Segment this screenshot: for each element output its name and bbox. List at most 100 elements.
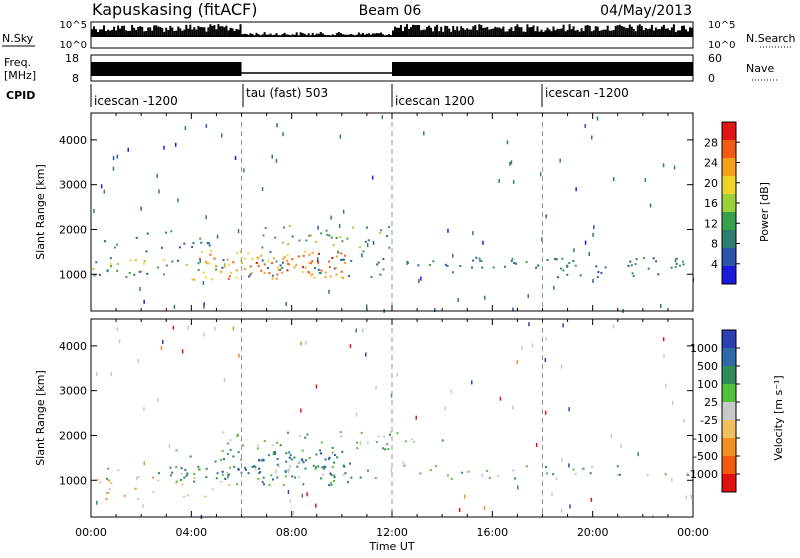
echo-cell (630, 264, 633, 267)
echo-cell (305, 239, 308, 242)
echo-cell (308, 234, 311, 237)
power-echoes (92, 115, 695, 313)
nsky-sample (560, 28, 563, 37)
nsky-sample (494, 26, 497, 37)
echo-cell (467, 470, 470, 473)
echo-cell (199, 237, 202, 240)
echo-cell (261, 187, 264, 192)
echo-cell (301, 493, 304, 498)
echo-cell (341, 258, 344, 261)
nsky-sample (608, 30, 611, 37)
echo-cell (253, 464, 256, 467)
echo-cell (206, 242, 209, 245)
echo-cell (257, 257, 260, 260)
echo-cell (116, 327, 119, 332)
nsky-sample (683, 25, 685, 37)
echo-cell (221, 470, 224, 473)
colorbar-tick-label: -100 (693, 432, 718, 445)
colorbar-tick-label: 28 (704, 136, 718, 149)
echo-cell (568, 463, 570, 468)
colorbar-swatch (722, 266, 736, 285)
echo-cell (328, 289, 330, 294)
nsky-sample (654, 27, 657, 37)
y-tick-label: 2000 (59, 429, 87, 442)
echo-cell (317, 225, 319, 230)
echo-cell (479, 259, 482, 262)
echo-cell (446, 265, 449, 267)
echo-cell (365, 352, 367, 357)
echo-cell (683, 419, 685, 423)
echo-cell (139, 287, 141, 291)
echo-cell (367, 239, 370, 242)
echo-cell (112, 156, 115, 161)
echo-cell (287, 262, 290, 265)
nsky-sample (167, 30, 170, 37)
echo-cell (309, 234, 312, 237)
echo-cell (356, 441, 358, 444)
echo-cell (136, 476, 138, 481)
echo-cell (315, 503, 317, 508)
echo-cell (324, 465, 327, 468)
echo-cell (511, 257, 514, 260)
echo-cell (330, 215, 332, 220)
echo-cell (374, 477, 377, 480)
echo-cell (388, 433, 391, 436)
nsky-sample (458, 30, 461, 37)
x-axis-ticks: 00:00 04:00 08:00 12:00 16:00 20:00 00:00 (75, 526, 709, 539)
nsky-sample (618, 24, 621, 37)
echo-cell (370, 275, 373, 278)
echo-cell (205, 123, 208, 128)
nsky-sample (195, 29, 198, 37)
echo-cell (498, 179, 500, 183)
echo-cell (492, 266, 495, 269)
echo-cell (367, 469, 369, 472)
echo-cell (335, 267, 338, 270)
echo-cell (260, 459, 263, 462)
echo-cell (513, 262, 516, 264)
nsky-sample (462, 28, 465, 37)
echo-cell (137, 498, 140, 500)
nsky-sample (181, 30, 184, 37)
echo-cell (660, 304, 662, 308)
nsky-sample (141, 26, 144, 37)
echo-cell (663, 353, 665, 358)
echo-cell (318, 272, 321, 274)
echo-cell (281, 267, 284, 269)
power-colorbar-label: Power [dB] (758, 182, 771, 242)
echo-cell (163, 258, 166, 261)
echo-cell (160, 246, 163, 249)
echo-cell (118, 339, 121, 344)
echo-cell (551, 492, 553, 497)
nsky-sample (544, 30, 547, 37)
power-y-ticks: 1000 2000 3000 4000 (59, 134, 693, 281)
nsky-sample (101, 29, 103, 37)
echo-cell (103, 189, 106, 194)
echo-cell (331, 451, 334, 454)
nsky-sample (203, 27, 206, 37)
echo-cell (276, 476, 279, 479)
y-tick-label: 1000 (59, 268, 87, 281)
echo-cell (589, 472, 592, 475)
echo-cell (379, 273, 382, 276)
echo-cell (273, 451, 276, 453)
echo-cell (560, 364, 563, 369)
nsky-sample (151, 30, 154, 37)
nsky-sample (648, 28, 651, 37)
echo-cell (301, 449, 304, 452)
echo-cell (568, 407, 570, 412)
echo-cell (506, 140, 509, 145)
nsky-sample (594, 26, 597, 37)
colorbar-tick-label: 1000 (690, 342, 718, 355)
echo-cell (305, 459, 307, 462)
nsky-sample (103, 25, 105, 37)
nsky-sample (562, 24, 565, 37)
echo-cell (287, 431, 289, 434)
echo-cell (329, 472, 332, 475)
nsky-sample (231, 28, 234, 37)
echo-cell (566, 273, 569, 276)
echo-cell (388, 226, 390, 229)
echo-cell (631, 272, 634, 275)
echo-cell (160, 346, 163, 351)
echo-cell (382, 447, 385, 450)
echo-cell (97, 478, 100, 481)
